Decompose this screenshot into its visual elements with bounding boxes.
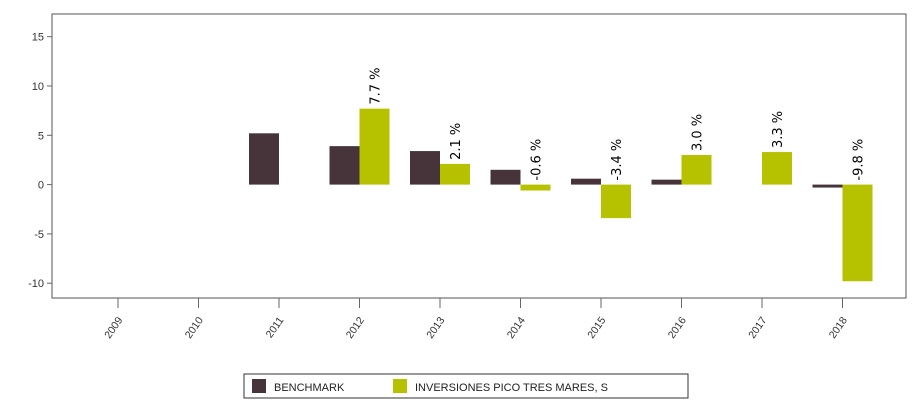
benchmark-bar-2011 <box>249 133 279 185</box>
data-label-2014: -0.6 % <box>530 139 545 181</box>
y-tick-label: -5 <box>34 229 44 241</box>
benchmark-bar-2015 <box>571 178 601 185</box>
fund-bar-2017 <box>762 152 792 185</box>
data-label-2016: 3.0 % <box>691 114 706 151</box>
x-tick-label-2010: 2010 <box>183 315 206 341</box>
x-tick-label-2012: 2012 <box>344 315 367 341</box>
data-labels: 7.7 % 2.1 % -0.6 % -3.4 % 3.0 % 3.3 % -9.8 % <box>369 67 867 180</box>
legend-swatch-fund <box>393 379 407 393</box>
x-tick-label-2013: 2013 <box>424 315 447 341</box>
x-tick-label-2009: 2009 <box>102 315 125 341</box>
benchmark-bar-2013 <box>410 151 440 185</box>
bars <box>249 108 873 282</box>
legend-swatch-benchmark <box>252 379 266 393</box>
fund-bar-2016 <box>681 155 712 185</box>
x-tick-label-2016: 2016 <box>666 315 689 341</box>
fund-bar-2015 <box>601 184 631 219</box>
benchmark-bar-2018 <box>812 184 843 188</box>
data-label-2017: 3.3 % <box>771 111 786 148</box>
x-tick-label-2017: 2017 <box>746 315 769 341</box>
x-axis: 2009 2010 2011 2012 2013 2014 2015 2016 2017 2018 <box>102 298 850 341</box>
legend-label-benchmark: BENCHMARK <box>274 382 345 394</box>
x-tick-label-2015: 2015 <box>585 315 608 341</box>
y-tick-label: 0 <box>38 180 44 192</box>
benchmark-bar-2016 <box>651 179 682 185</box>
data-label-2018: -9.8 % <box>852 139 867 181</box>
data-label-2012: 7.7 % <box>369 67 384 104</box>
legend-box <box>243 373 689 399</box>
x-tick-label-2014: 2014 <box>505 315 528 341</box>
data-label-2015: -3.4 % <box>610 139 625 181</box>
y-axis: -10 -5 0 5 10 15 <box>28 32 52 290</box>
y-tick-label: 15 <box>32 32 44 44</box>
fund-bar-2012 <box>359 108 390 185</box>
fund-bar-2013 <box>440 163 470 185</box>
legend-label-fund: INVERSIONES PICO TRES MARES, S <box>415 382 608 394</box>
fund-bar-2018 <box>842 184 873 282</box>
legend: BENCHMARK INVERSIONES PICO TRES MARES, S <box>243 373 689 399</box>
x-tick-label-2011: 2011 <box>264 315 287 341</box>
y-tick-label: 5 <box>38 130 44 142</box>
benchmark-bar-2012 <box>329 146 360 185</box>
y-tick-label: -10 <box>28 278 44 290</box>
x-tick-label-2018: 2018 <box>827 315 850 341</box>
data-label-2013: 2.1 % <box>449 123 464 160</box>
y-tick-label: 10 <box>32 81 44 93</box>
fund-bar-2014 <box>520 184 551 191</box>
plot-frame <box>51 13 907 299</box>
benchmark-bar-2014 <box>490 169 521 185</box>
